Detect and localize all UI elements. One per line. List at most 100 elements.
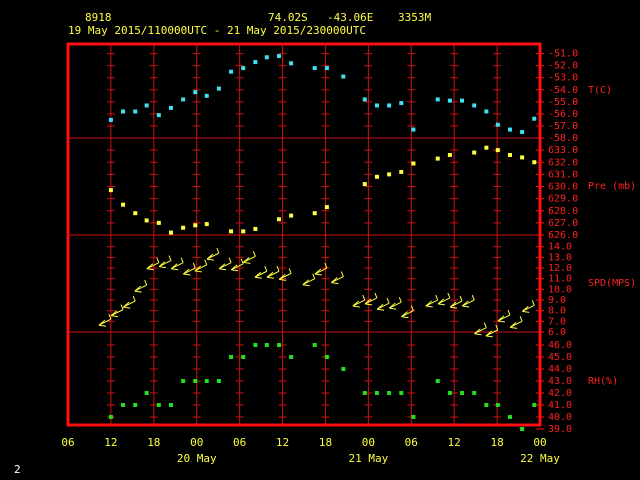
data-point	[193, 379, 198, 383]
data-point	[289, 213, 294, 218]
data-point	[362, 97, 367, 102]
x-tick-label: 00	[362, 436, 375, 449]
data-point	[253, 343, 258, 347]
wind-arrow	[158, 255, 172, 269]
wind-arrow	[110, 304, 124, 318]
wind-arrow	[364, 292, 378, 306]
wind-arrow	[194, 259, 208, 273]
station-id: 8918	[85, 11, 112, 24]
data-point	[374, 391, 379, 395]
data-point	[362, 182, 367, 187]
data-point	[276, 343, 281, 347]
x-tick-label: 18	[490, 436, 503, 449]
wind-arrow	[376, 298, 390, 311]
data-point	[229, 69, 234, 74]
wind-arrow	[314, 262, 328, 276]
data-point	[204, 222, 209, 227]
data-point	[447, 98, 452, 103]
y-tick-label: 11.0	[548, 274, 572, 285]
data-point	[472, 150, 477, 155]
data-point	[460, 98, 465, 103]
y-tick-label: -58.0	[548, 133, 578, 144]
data-point	[108, 188, 113, 193]
data-point	[495, 403, 500, 407]
data-point	[374, 103, 379, 108]
data-point	[520, 427, 525, 431]
wind-arrow	[243, 251, 256, 264]
data-point	[276, 54, 281, 59]
data-point	[387, 103, 392, 108]
data-point	[156, 403, 161, 407]
data-point	[241, 355, 246, 359]
data-point	[472, 391, 477, 395]
wind-arrow	[134, 279, 148, 293]
y-tick-label: 40.0	[548, 412, 572, 423]
wind-arrow	[98, 314, 112, 327]
data-point	[324, 205, 329, 210]
panel-label: SPD(MPS)	[588, 278, 636, 289]
data-point	[374, 174, 379, 179]
data-point	[156, 220, 161, 225]
data-point	[204, 379, 209, 383]
data-point	[121, 202, 126, 207]
y-tick-label: 46.0	[548, 340, 572, 351]
y-tick-label: 632.0	[548, 157, 578, 168]
wind-arrow	[254, 266, 268, 279]
elevation: 3353M	[398, 11, 431, 24]
x-tick-label: 12	[276, 436, 289, 449]
data-point	[532, 403, 537, 407]
wind-arrow	[497, 309, 511, 323]
data-point	[276, 217, 281, 222]
data-point	[507, 127, 512, 132]
wind-arrow	[146, 257, 160, 271]
data-point	[121, 403, 126, 407]
period: 19 May 2015/110000UTC - 21 May 2015/2300…	[68, 24, 366, 37]
data-point	[253, 60, 258, 65]
data-point	[362, 391, 367, 395]
wind-arrow	[388, 296, 402, 310]
panel-label: Pre (mb)	[588, 181, 636, 192]
latitude: 74.02S	[268, 11, 308, 24]
data-point	[447, 152, 452, 157]
data-point	[181, 225, 186, 230]
data-point	[447, 391, 452, 395]
y-tick-label: 631.0	[548, 169, 578, 180]
data-point	[411, 127, 416, 132]
data-point	[121, 109, 126, 114]
y-tick-label: 10.0	[548, 284, 572, 295]
data-point	[312, 343, 317, 347]
data-point	[532, 160, 537, 165]
y-tick-label: -53.0	[548, 73, 578, 84]
data-point	[289, 61, 294, 66]
data-point	[435, 156, 440, 161]
data-point	[435, 97, 440, 102]
wind-arrow	[230, 258, 244, 272]
data-point	[241, 229, 246, 234]
data-point	[399, 169, 404, 174]
y-tick-label: 13.0	[548, 252, 572, 263]
wind-arrow	[331, 271, 344, 285]
wind-arrow	[474, 322, 487, 336]
x-tick-label: 18	[147, 436, 160, 449]
y-tick-label: -52.0	[548, 61, 578, 72]
data-point	[387, 391, 392, 395]
y-tick-label: -51.0	[548, 49, 578, 60]
y-tick-label: 7.0	[548, 316, 566, 327]
data-point	[181, 97, 186, 102]
data-point	[399, 101, 404, 106]
x-tick-label: 12	[448, 436, 461, 449]
data-point	[229, 355, 234, 359]
data-point	[312, 66, 317, 71]
data-point	[133, 403, 138, 407]
panel-label: T(C)	[588, 85, 612, 96]
data-point	[193, 223, 198, 228]
wind-arrow	[218, 257, 232, 271]
data-point	[411, 161, 416, 166]
data-point	[181, 379, 186, 383]
data-point	[460, 391, 465, 395]
x-tick-label: 00	[533, 436, 546, 449]
y-tick-label: -54.0	[548, 85, 578, 96]
y-tick-label: 630.0	[548, 182, 578, 193]
x-tick-label: 12	[104, 436, 117, 449]
